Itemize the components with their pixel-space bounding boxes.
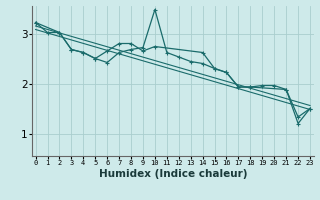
X-axis label: Humidex (Indice chaleur): Humidex (Indice chaleur)	[99, 169, 247, 179]
